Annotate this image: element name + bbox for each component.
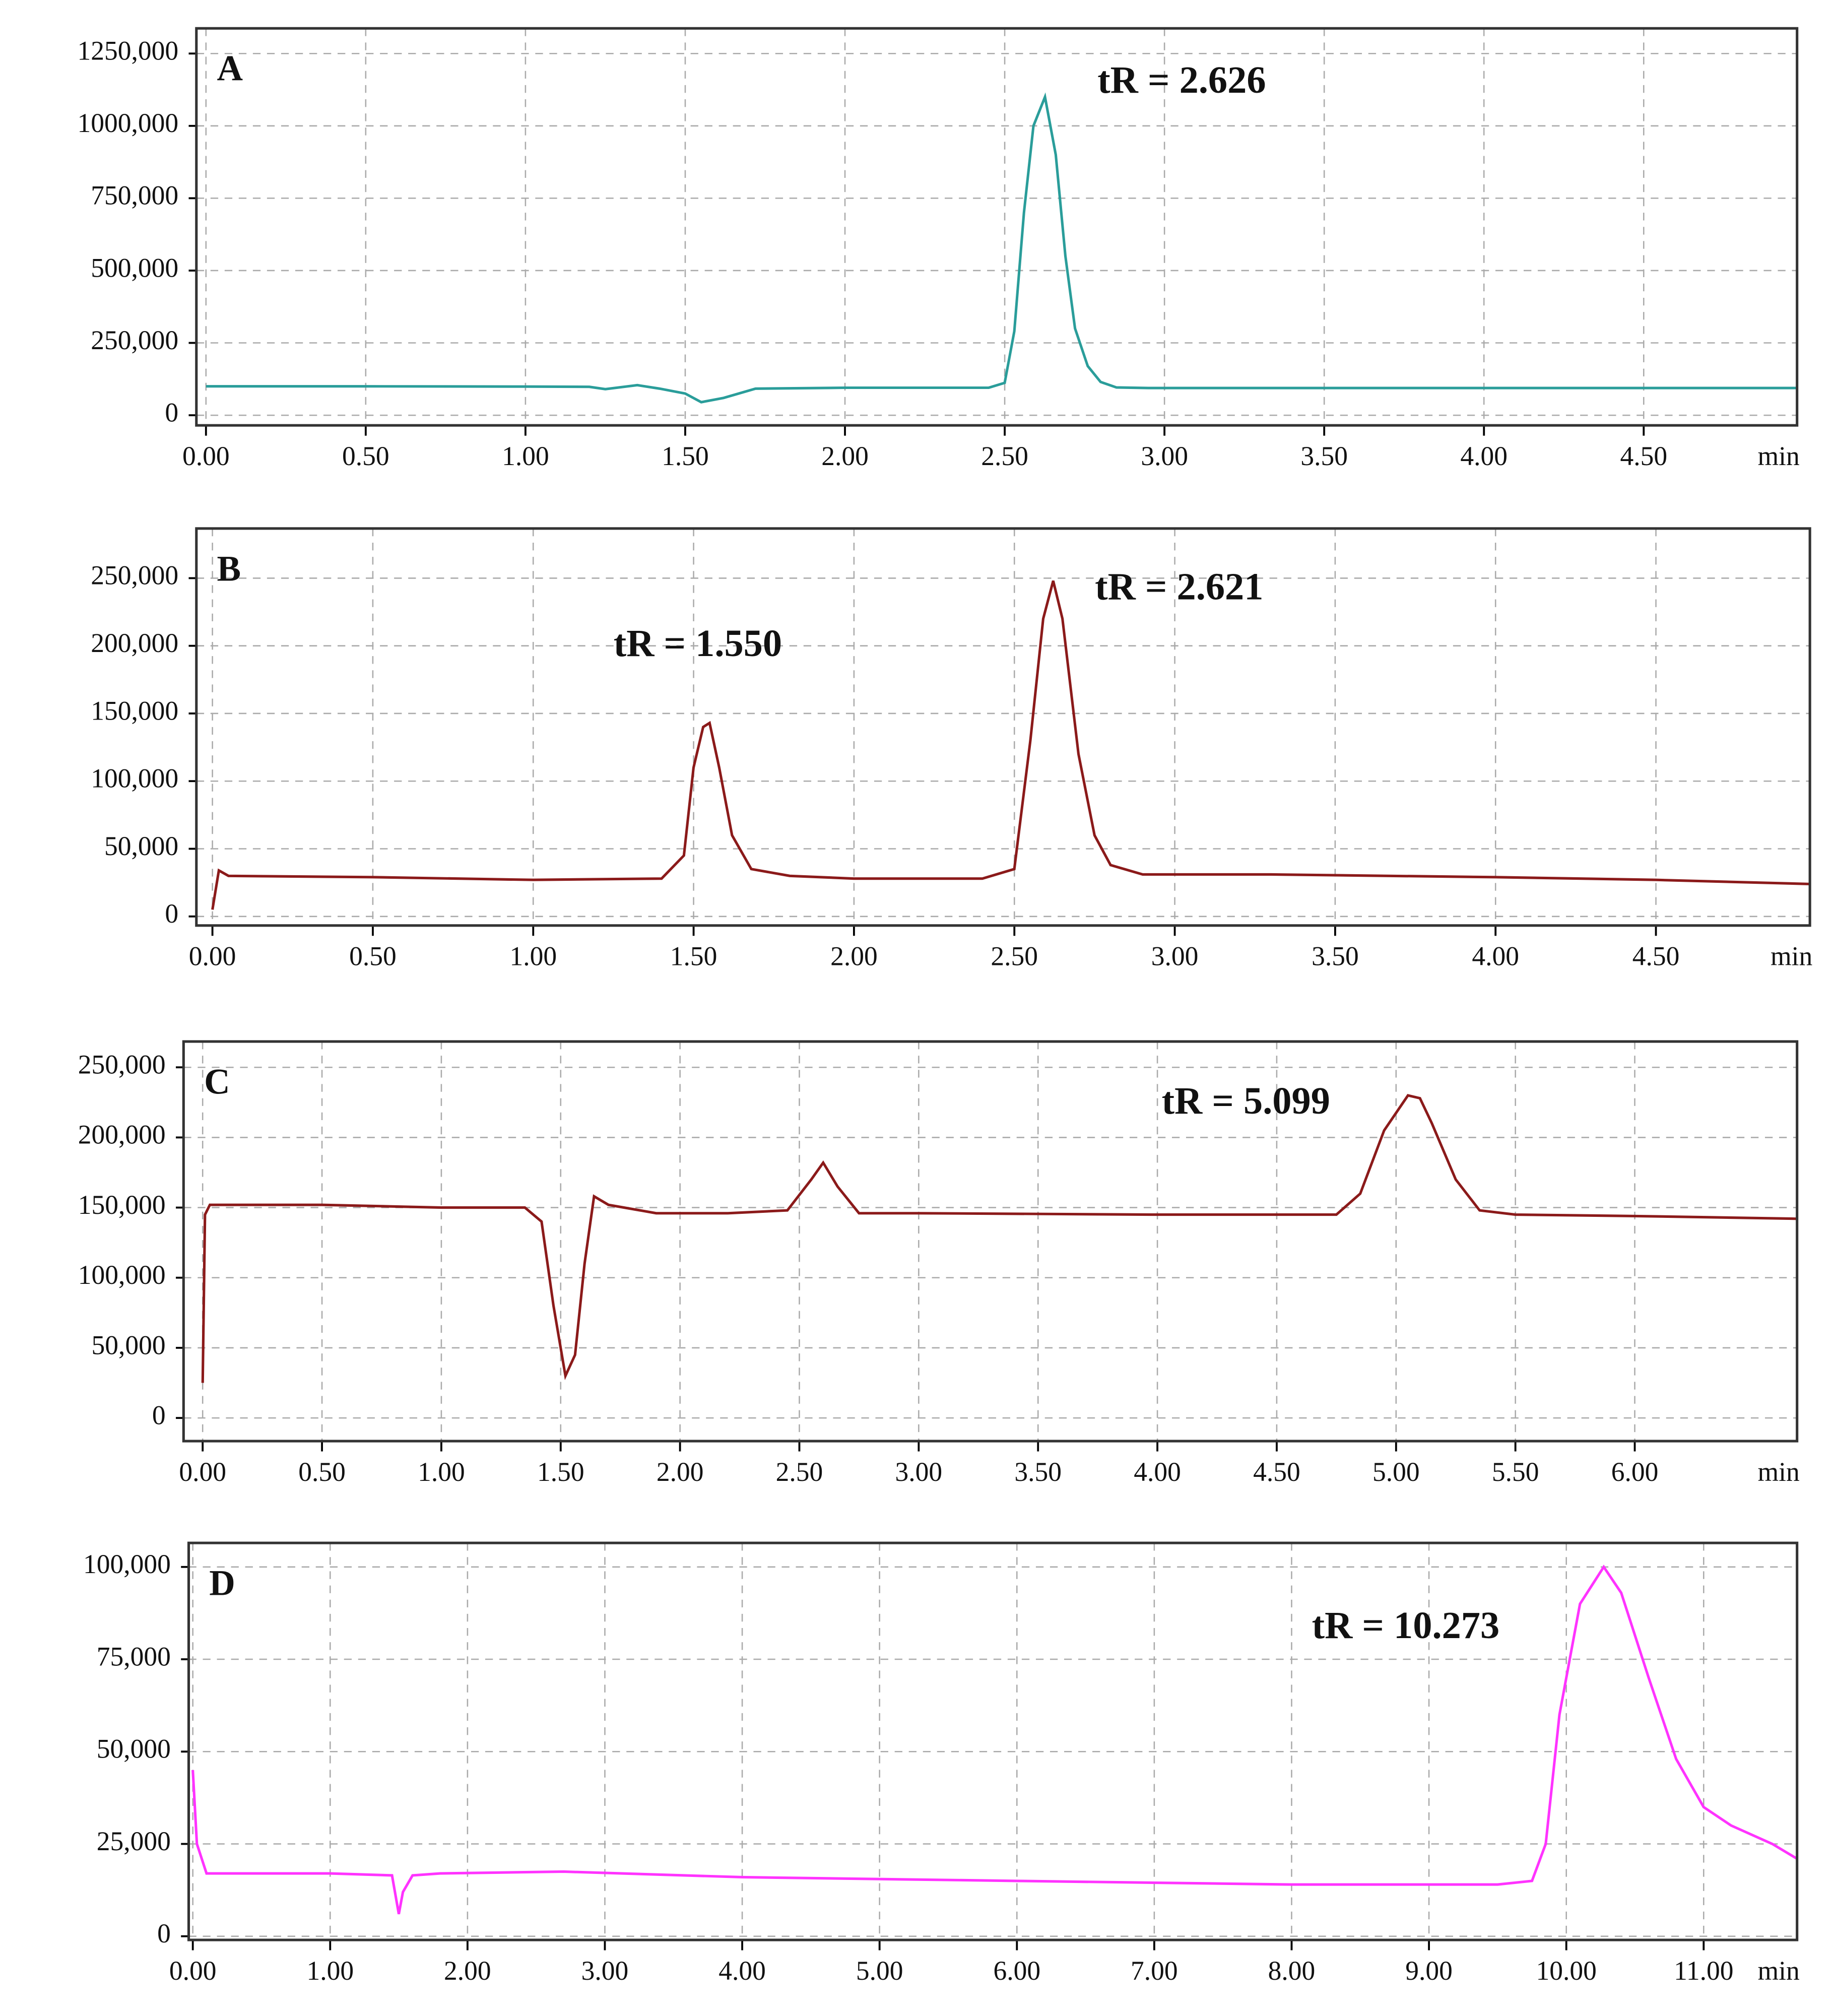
x-tick-label: 4.00 [718,1956,766,1986]
x-tick-label: 7.00 [1131,1956,1178,1986]
panel-title: C [204,1062,230,1101]
y-tick-label: 0 [165,397,178,427]
y-tick-label: 100,000 [83,1549,171,1579]
plot-frame [187,1541,1799,1941]
x-tick-label: 6.00 [1611,1457,1659,1487]
y-tick-label: 25,000 [97,1826,171,1856]
x-tick-label: 1.50 [670,941,717,971]
y-tick-label: 1000,000 [77,108,178,138]
y-tick-label: 75,000 [97,1641,171,1671]
x-tick-label: 0.00 [182,441,230,471]
panel-title: D [209,1563,235,1603]
x-tick-label: 4.50 [1620,441,1667,471]
x-tick-label: 4.00 [1134,1457,1181,1487]
trace [191,1565,1798,1915]
annotation: tR = 2.621 [1095,565,1263,608]
y-tick-label: 200,000 [91,628,178,658]
x-tick-label: 2.00 [821,441,869,471]
y-tick-label: 200,000 [78,1120,166,1150]
x-tick-label: 0.50 [342,441,389,471]
x-tick-label: 4.50 [1253,1457,1300,1487]
x-tick-label: 3.00 [895,1457,943,1487]
plot-frame [195,527,1811,927]
plot-area [183,1042,1797,1442]
y-tick-label: 0 [165,898,178,929]
panel-title: A [217,49,243,89]
x-tick-label: 0.50 [298,1457,346,1487]
y-tick-label: 250,000 [78,1049,166,1079]
y-tick-label: 250,000 [91,560,178,591]
x-tick-label: 6.00 [993,1956,1040,1986]
x-tick-label: 11.00 [1674,1956,1733,1986]
x-tick-label: 9.00 [1405,1956,1453,1986]
x-tick-label: 2.50 [776,1457,823,1487]
y-tick-label: 1250,000 [77,35,178,66]
x-axis-label: min [1758,441,1800,471]
trace [201,1094,1797,1383]
x-tick-label: 3.00 [1141,441,1188,471]
x-tick-label: 2.00 [830,941,878,971]
y-tick-label: 150,000 [91,695,178,726]
x-tick-label: 3.00 [1151,941,1199,971]
y-tick-label: 50,000 [97,1733,171,1764]
x-tick-label: 2.50 [991,941,1038,971]
x-tick-label: 0.00 [189,941,236,971]
x-tick-label: 2.50 [981,441,1028,471]
panel-title: B [217,549,241,589]
x-tick-label: 3.00 [581,1956,629,1986]
y-tick-label: 150,000 [78,1190,166,1220]
x-tick-label: 1.50 [537,1457,584,1487]
y-tick-label: 100,000 [78,1260,166,1290]
annotation: tR = 10.273 [1312,1604,1500,1647]
y-tick-label: 0 [152,1400,166,1430]
x-tick-label: 4.00 [1472,941,1519,971]
x-tick-label: 1.00 [502,441,549,471]
annotation: tR = 5.099 [1162,1079,1330,1122]
y-tick-label: 250,000 [91,325,178,355]
plot-frame [182,1040,1799,1443]
trace [211,580,1810,910]
x-tick-label: 1.00 [306,1956,354,1986]
x-axis-label: min [1758,1457,1800,1487]
x-tick-label: 3.50 [1300,441,1348,471]
y-tick-label: 50,000 [92,1330,166,1360]
y-tick-label: 750,000 [91,180,178,211]
annotation: tR = 1.550 [614,622,782,665]
x-tick-label: 2.00 [444,1956,491,1986]
y-tick-label: 0 [157,1918,171,1948]
y-tick-label: 500,000 [91,252,178,283]
trace [206,92,1797,404]
plot-area [196,28,1797,426]
x-axis-label: min [1771,941,1812,971]
x-tick-label: 1.00 [418,1457,465,1487]
x-tick-label: 0.00 [169,1956,217,1986]
annotation: tR = 2.626 [1097,58,1266,101]
x-tick-label: 3.50 [1014,1457,1062,1487]
x-tick-label: 10.00 [1536,1956,1597,1986]
x-tick-label: 0.00 [179,1457,226,1487]
plot-area [196,528,1810,926]
x-axis-label: min [1758,1956,1800,1986]
x-tick-label: 1.00 [509,941,557,971]
x-tick-label: 2.00 [657,1457,704,1487]
x-tick-label: 3.50 [1312,941,1359,971]
x-tick-label: 5.00 [1372,1457,1420,1487]
x-tick-label: 5.00 [856,1956,903,1986]
y-tick-label: 50,000 [104,831,178,861]
x-tick-label: 1.50 [662,441,709,471]
x-tick-label: 4.00 [1460,441,1508,471]
x-tick-label: 5.50 [1492,1457,1539,1487]
x-tick-label: 4.50 [1632,941,1680,971]
y-tick-label: 100,000 [91,763,178,793]
plot-frame [195,27,1799,427]
x-tick-label: 8.00 [1268,1956,1316,1986]
x-tick-label: 0.50 [349,941,397,971]
